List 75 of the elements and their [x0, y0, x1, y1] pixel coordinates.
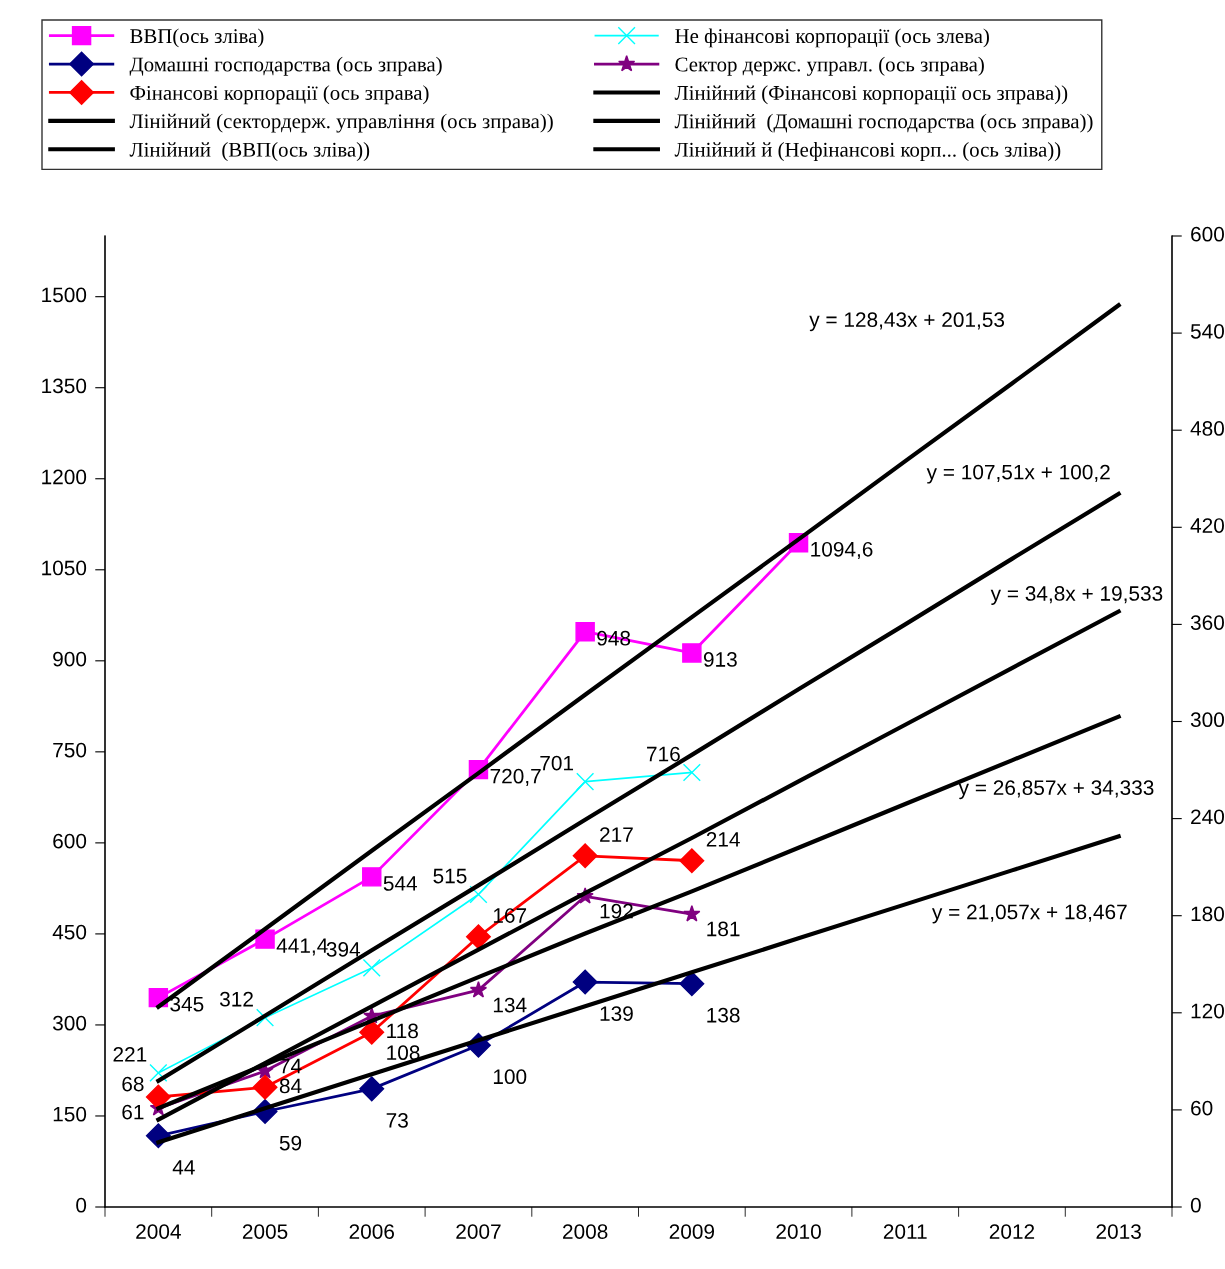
legend-label: Сектор держс. управл. (ось зправа): [675, 56, 984, 76]
data-label: 913: [703, 652, 737, 667]
y-tick-label: 1200: [42, 469, 87, 485]
data-label: 515: [433, 868, 467, 884]
y-tick-label: 1050: [42, 560, 87, 576]
y2-tick-label: 60: [1191, 1100, 1213, 1116]
legend-label: Фінансові корпорації (ось зправа): [130, 85, 429, 105]
y2-tick-label: 600: [1191, 226, 1224, 242]
data-label: 139: [600, 1006, 633, 1021]
legend-label: Не фінансові корпорації (ось злева): [675, 28, 989, 48]
data-label: 1094,6: [811, 541, 873, 560]
y2-tick-label: 300: [1190, 712, 1224, 728]
legend-label: Лінійний (Домашні господарства (ось зправа)): [674, 113, 1093, 133]
y2-tick-label: 420: [1190, 518, 1224, 533]
annotation: y = 26,857x + 34,333: [958, 780, 1154, 800]
data-label: 108: [387, 1045, 420, 1061]
x-tick-label: 2013: [1096, 1224, 1141, 1239]
data-label: 68: [122, 1076, 144, 1092]
y-tick-label: 300: [52, 1015, 87, 1031]
data-label: 345: [170, 996, 204, 1012]
legend-label: Лінійний й (Нефінансові корп... (ось зліва)): [674, 142, 1061, 161]
y-tick-label: 0: [76, 1197, 87, 1213]
data-label: 312: [219, 991, 253, 1007]
legend-label: ВВП(ось зліва): [130, 28, 264, 48]
annotation: y = 107,51x + 100,2: [926, 464, 1110, 484]
y2-tick-label: 120: [1191, 1003, 1224, 1019]
annotation: y = 128,43x + 201,53: [809, 312, 1005, 332]
annotation: y = 21,057x + 18,467: [931, 904, 1127, 924]
y-tick-label: 150: [53, 1106, 87, 1122]
data-label: 118: [387, 1023, 418, 1039]
y2-tick-label: 480: [1190, 421, 1224, 436]
data-label: 441,4: [276, 938, 328, 956]
data-label: 720,7: [490, 768, 541, 787]
x-tick-label: 2004: [136, 1224, 181, 1239]
annotation: y = 34,8x + 19,533: [990, 586, 1163, 605]
y-tick-label: 1500: [42, 287, 87, 303]
x-tick-label: 2009: [669, 1224, 715, 1239]
y-tick-label: 600: [53, 833, 87, 849]
data-label: 134: [493, 997, 527, 1013]
y2-tick-label: 360: [1190, 615, 1224, 630]
x-tick-label: 2007: [456, 1224, 501, 1239]
data-label: 73: [386, 1113, 408, 1128]
y2-tick-label: 540: [1190, 323, 1224, 339]
data-label: 716: [647, 746, 680, 762]
y2-tick-label: 0: [1190, 1197, 1201, 1213]
y-tick-label: 1350: [42, 378, 87, 394]
data-label: 221: [113, 1047, 147, 1062]
data-label: 217: [600, 827, 633, 842]
y-tick-label: 450: [52, 924, 87, 940]
x-tick-label: 2012: [989, 1224, 1035, 1239]
data-label: 181: [707, 921, 740, 937]
data-label: 44: [172, 1160, 195, 1175]
data-label: 138: [707, 1007, 740, 1023]
legend-label: Лінійний (сектордерж. управління (ось зправа)): [129, 113, 553, 133]
legend-label: Лінійний (Фінансові корпорації ось зправа)): [674, 85, 1068, 105]
y2-tick-label: 180: [1191, 906, 1224, 922]
y-tick-label: 900: [53, 651, 87, 667]
legend-label: Домашні господарства (ось зправа): [129, 56, 442, 76]
x-tick-label: 2006: [349, 1224, 395, 1239]
x-tick-label: 2008: [563, 1224, 608, 1239]
data-label: 701: [540, 755, 574, 771]
y2-tick-label: 240: [1191, 809, 1224, 825]
data-label: 74: [280, 1058, 302, 1074]
data-label: 59: [279, 1135, 302, 1151]
data-label: 84: [279, 1078, 302, 1094]
x-tick-label: 2011: [883, 1224, 927, 1239]
y-tick-label: 750: [53, 742, 87, 758]
legend-label: Лінійний (ВВП(ось зліва)): [129, 142, 370, 161]
data-label: 394: [326, 942, 361, 957]
data-label: 61: [122, 1104, 144, 1120]
x-tick-label: 2005: [242, 1224, 288, 1239]
data-label: 214: [706, 832, 740, 847]
data-label: 544: [383, 876, 418, 891]
x-tick-label: 2010: [776, 1224, 821, 1239]
data-label: 100: [493, 1069, 527, 1085]
